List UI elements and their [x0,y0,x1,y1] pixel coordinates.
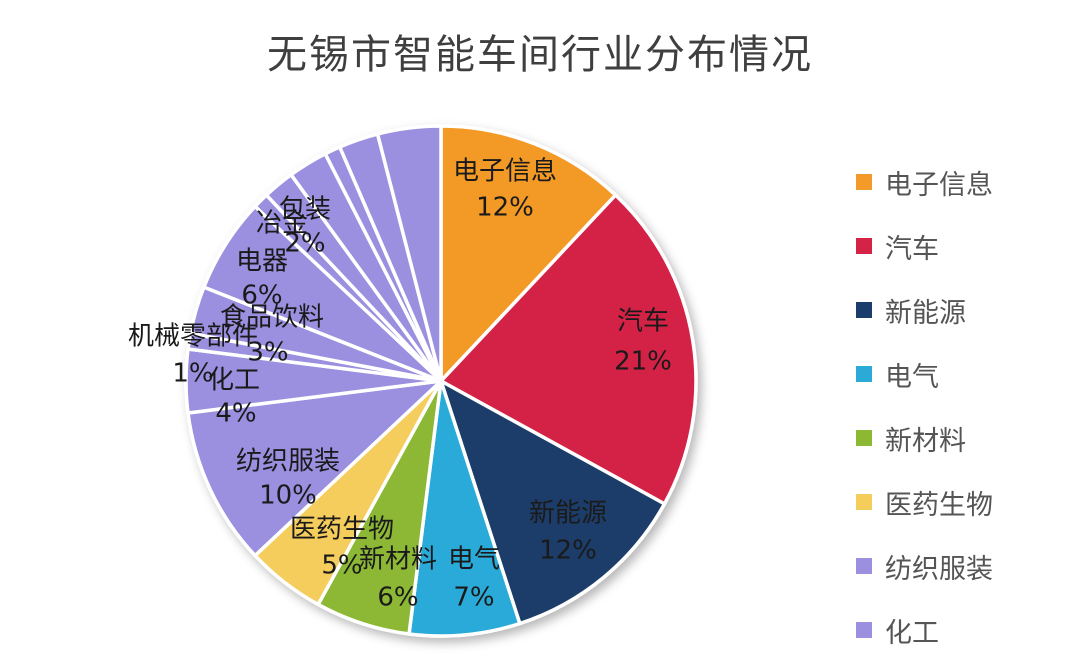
slice-value-label: 5% [321,551,362,581]
slice-name-label: 新材料 [359,545,437,575]
slice-name-label: 冶金 [256,209,308,239]
pie-slice [407,379,522,638]
legend-swatch [856,494,872,510]
legend-label: 新能源 [885,297,966,329]
legend-item: 电气 [856,342,993,406]
slice-name-label: 汽车 [617,307,669,337]
slice-name-label: 包装 [279,195,331,225]
legend-item: 纺织服装 [856,534,993,598]
legend-label: 电子信息 [885,169,993,201]
slice-name-label: 电气 [448,545,500,575]
legend-swatch [856,366,872,382]
legend-item: 电子信息 [856,150,993,214]
pie-slice [186,379,443,558]
legend-label: 电气 [885,361,939,393]
legend: 电子信息汽车新能源电气新材料医药生物纺织服装化工 [856,150,993,662]
slice-value-label: 7% [453,583,494,613]
slice-name-label: 食品饮料 [220,303,324,333]
legend-swatch [856,622,872,638]
legend-swatch [856,174,872,190]
legend-label: 新材料 [885,425,966,457]
legend-label: 汽车 [885,233,939,265]
slice-value-label: 10% [259,481,317,511]
legend-item: 化工 [856,598,993,662]
slice-name-label: 机械零部件 [128,322,258,352]
slice-value-label: 6% [241,281,282,311]
slice-value-label: 21% [614,347,672,377]
pie-labels: 电子信息 12% 汽车 21% 新能源 12% 电气 7% 新材料 6% 医药生物 5% 纺织服装 10%… [128,157,672,613]
slice-name-label: 医药生物 [290,515,394,545]
pie-slice [439,193,698,506]
slice-value-label: 12% [476,193,534,223]
legend-item: 医药生物 [856,470,993,534]
slice-value-label: 4% [215,399,256,429]
legend-item: 新材料 [856,406,993,470]
legend-label: 医药生物 [885,489,993,521]
legend-swatch [856,302,872,318]
pie-slice [439,379,667,626]
slice-name-label: 新能源 [529,499,607,529]
legend-item: 汽车 [856,214,993,278]
slice-name-label: 电子信息 [453,157,557,187]
slice-value-label: 6% [377,583,418,613]
slice-name-label: 化工 [208,366,260,396]
legend-swatch [856,558,872,574]
legend-label: 纺织服装 [885,553,993,585]
slice-name-label: 纺织服装 [236,447,340,477]
slice-value-label: 12% [539,536,597,566]
slice-value-label: 1% [172,359,213,389]
pie-slice [375,124,443,383]
legend-swatch [856,430,872,446]
pie-slices [184,124,698,638]
slice-value-label: 3% [247,338,288,368]
chart-title: 无锡市智能车间行业分布情况 [267,32,813,78]
legend-item: 新能源 [856,278,993,342]
slice-value-label: 2% [284,229,325,259]
legend-swatch [856,238,872,254]
pie-slice [439,124,618,383]
legend-label: 化工 [885,617,939,649]
slice-name-label: 电器 [236,247,288,277]
